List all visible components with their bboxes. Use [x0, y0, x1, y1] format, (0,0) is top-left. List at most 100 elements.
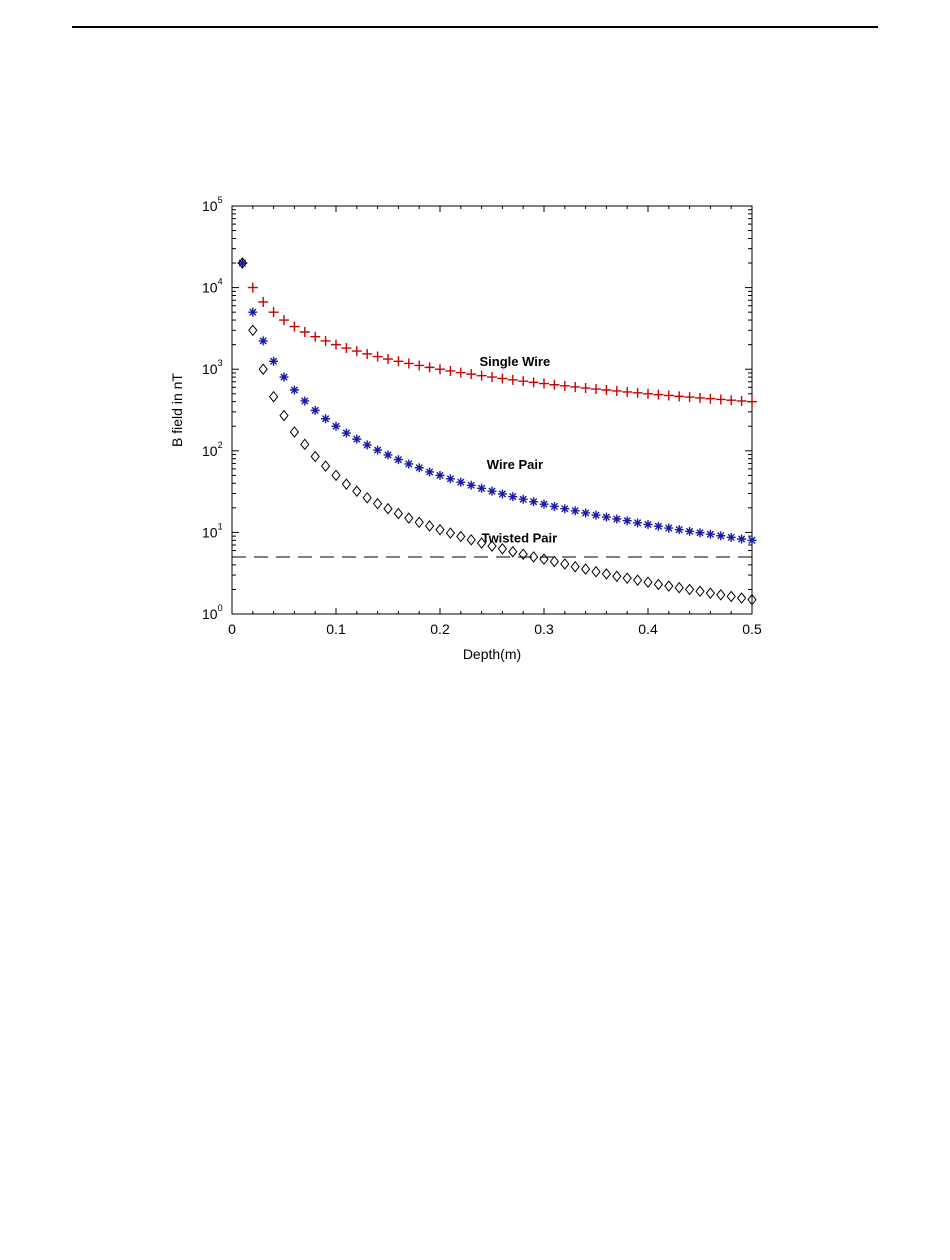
page-header-rule [72, 26, 878, 28]
plus-point [497, 373, 508, 384]
plot-border [231, 205, 753, 615]
plus-point [539, 378, 549, 389]
diamond-point [466, 534, 476, 546]
plus-point [559, 380, 570, 391]
plus-point [715, 394, 726, 405]
asterisk-point [695, 528, 705, 538]
diamond-point [424, 520, 435, 532]
plus-point [247, 282, 258, 293]
diamond-point [331, 469, 341, 482]
diamond-point [570, 560, 580, 573]
diamond-point [289, 426, 300, 438]
asterisk-point [612, 514, 622, 524]
diamond-point [508, 545, 518, 558]
asterisk-point [237, 258, 247, 268]
x-tick-label: 0.2 [430, 621, 450, 637]
diamond-point [341, 478, 352, 490]
asterisk-point [518, 494, 528, 504]
asterisk-point [383, 450, 393, 460]
diamond-point [445, 527, 456, 539]
asterisk-point [435, 470, 445, 480]
diamond-point [258, 363, 268, 376]
asterisk-point [591, 510, 601, 520]
diamond-point [393, 507, 404, 520]
diamond-point [653, 578, 664, 591]
asterisk-point [321, 414, 331, 424]
series-annotation: Single Wire [480, 354, 551, 369]
diamond-point [726, 590, 736, 603]
plus-point [414, 360, 425, 371]
diamond-point [372, 497, 383, 510]
diamond-point [300, 438, 310, 451]
y-tick-label: 105 [202, 195, 223, 214]
asterisk-point [539, 499, 549, 509]
diamond-point [404, 512, 414, 524]
diamond-point [591, 565, 601, 578]
plus-point [643, 388, 653, 399]
diamond-point [747, 593, 757, 606]
diamond-point [622, 572, 632, 584]
plus-point [653, 389, 664, 400]
asterisk-point [456, 477, 466, 487]
diamond-point [237, 257, 248, 269]
diamond-point [560, 558, 570, 570]
plus-point [372, 351, 383, 362]
diamond-point [528, 551, 539, 563]
plus-point [320, 335, 331, 346]
asterisk-point [331, 421, 341, 431]
asterisk-point [570, 506, 580, 516]
asterisk-point [685, 526, 695, 536]
plus-point [684, 392, 695, 403]
asterisk-point [747, 535, 757, 545]
diamond-point [674, 581, 684, 594]
asterisk-point [425, 467, 435, 477]
y-tick-label: 101 [202, 521, 223, 540]
plus-point [695, 392, 705, 403]
plus-point [424, 362, 435, 373]
plus-point [622, 386, 633, 397]
series-plus [237, 258, 757, 407]
asterisk-point [726, 532, 736, 542]
plus-point [310, 331, 321, 342]
plus-point [674, 391, 685, 402]
plot-frame [231, 205, 753, 615]
x-axis-label: Depth(m) [463, 646, 521, 662]
plus-point [632, 387, 643, 398]
diamond-point [279, 409, 289, 422]
series-annotation: Wire Pair [487, 457, 543, 472]
x-tick-label: 0.4 [638, 621, 658, 637]
diamond-point [736, 592, 747, 604]
diamond-point [705, 587, 716, 599]
plus-point [383, 354, 393, 365]
asterisk-point [279, 372, 289, 382]
asterisk-point [508, 492, 518, 502]
plus-point [507, 374, 518, 385]
y-tick-label: 102 [202, 440, 223, 459]
plus-point [528, 377, 539, 388]
asterisk-point [497, 489, 507, 499]
series-asterisk [237, 258, 757, 545]
diamond-point [310, 450, 320, 463]
asterisk-point [341, 428, 351, 438]
plus-point [341, 343, 352, 354]
plus-point [663, 390, 674, 401]
diamond-point [643, 576, 653, 589]
plus-point [580, 383, 591, 394]
asterisk-point [248, 307, 258, 317]
plus-point [747, 396, 757, 407]
plus-point [258, 296, 269, 307]
diamond-point [414, 516, 424, 529]
asterisk-point [653, 521, 663, 531]
asterisk-point [560, 504, 570, 514]
asterisk-point [643, 519, 653, 529]
diamond-point [664, 580, 674, 592]
asterisk-point [404, 459, 414, 469]
plus-point [726, 395, 737, 406]
plus-point [570, 381, 581, 392]
asterisk-point [393, 455, 403, 465]
asterisk-point [289, 385, 299, 395]
asterisk-point [445, 474, 455, 484]
plus-point [601, 385, 612, 396]
plus-point [736, 395, 747, 406]
x-axis-ticks: 0 0.1 0.2 0.3 0.4 0.5 [228, 206, 762, 637]
